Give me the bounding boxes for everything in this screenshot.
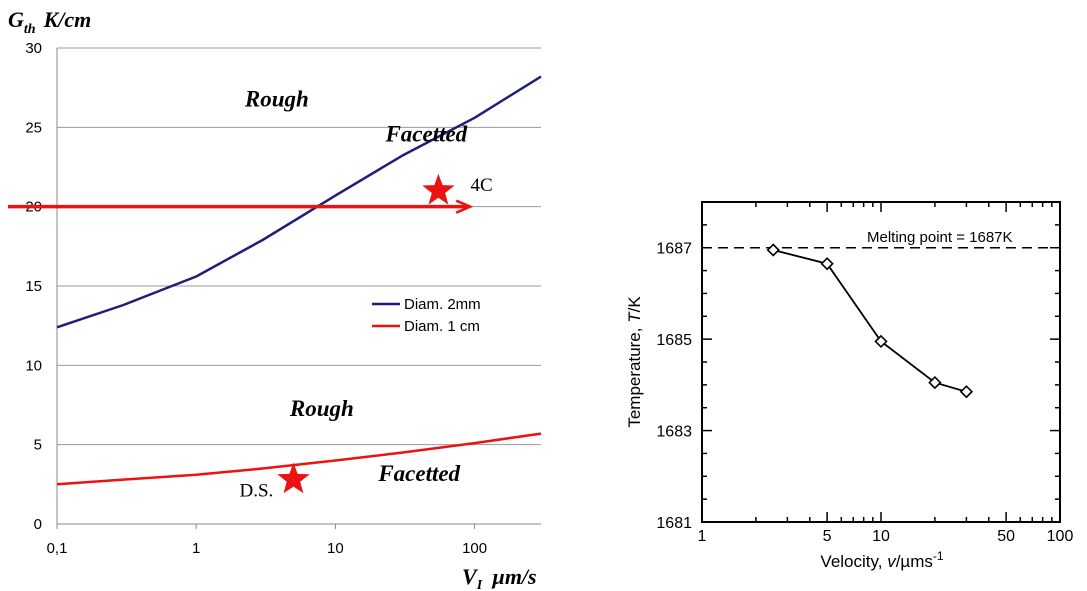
x-tick-label: 50 bbox=[997, 528, 1015, 545]
star-markers: 4C D.S. bbox=[239, 173, 493, 502]
legend-label-series-1: Diam. 1 cm bbox=[404, 318, 480, 335]
reference-line-label: Melting point = 1687K bbox=[867, 229, 1013, 246]
legend: Diam. 2mm Diam. 1 cm bbox=[372, 296, 481, 335]
x-tick-label: 100 bbox=[462, 540, 487, 557]
x-tick-label: 1 bbox=[698, 528, 707, 545]
x-axis-label: Velocity, v/µms-1 bbox=[820, 549, 943, 571]
y-tick-label: 5 bbox=[34, 437, 42, 454]
y-tick-label: 1685 bbox=[656, 332, 692, 349]
x-tick-label: 1 bbox=[192, 540, 200, 557]
y-tick-label: 0 bbox=[34, 516, 42, 533]
region-annotations: Rough Facetted Rough Facetted bbox=[244, 87, 468, 486]
annotation-rough: Rough bbox=[244, 87, 309, 112]
plot-frame bbox=[701, 201, 1061, 523]
series-lines bbox=[56, 75, 542, 486]
y-tick-label: 1681 bbox=[656, 515, 692, 532]
axis-ticks bbox=[701, 201, 1061, 523]
x-tick-label: 10 bbox=[872, 528, 890, 545]
y-tick-labels: 051015202530 bbox=[25, 40, 42, 533]
y-axis-label: Gth K/cm bbox=[8, 7, 91, 37]
diamond-marker bbox=[820, 257, 834, 271]
x-tick-label: 10 bbox=[327, 540, 344, 557]
y-tick-labels: 1681 1683 1685 1687 bbox=[656, 241, 692, 532]
y-tick-label: 1687 bbox=[656, 241, 692, 258]
diamond-marker bbox=[959, 385, 974, 399]
series-line-0 bbox=[56, 75, 542, 329]
annotation-facetted: Facetted bbox=[377, 461, 460, 486]
temperature-line bbox=[772, 249, 967, 393]
y-tick-label: 30 bbox=[25, 40, 42, 57]
x-tick-label: 5 bbox=[823, 528, 832, 545]
star-marker-0 bbox=[422, 173, 455, 205]
series-line-1 bbox=[56, 432, 542, 486]
series-line bbox=[766, 243, 974, 399]
marker-label-0: 4C bbox=[470, 175, 492, 196]
y-tick-label: 25 bbox=[25, 119, 42, 136]
horizontal-arrow bbox=[8, 199, 474, 214]
diamond-marker bbox=[928, 375, 942, 390]
y-tick-label: 15 bbox=[25, 278, 42, 295]
diamond-marker bbox=[874, 334, 888, 349]
x-tick-labels: 0,1 1 10 100 bbox=[47, 524, 487, 557]
y-axis-label: Temperature, T/K bbox=[625, 296, 644, 428]
diamond-marker bbox=[766, 243, 780, 257]
x-tick-label: 100 bbox=[1047, 528, 1074, 545]
marker-label-1: D.S. bbox=[239, 481, 273, 502]
x-tick-labels: 1 5 10 50 100 bbox=[698, 528, 1074, 545]
y-tick-label: 10 bbox=[25, 357, 42, 374]
annotation-facetted: Facetted bbox=[384, 122, 467, 147]
star-marker-1 bbox=[277, 462, 310, 494]
x-axis-label: VI µm/s bbox=[462, 564, 537, 591]
arrow-head bbox=[455, 199, 474, 214]
x-tick-label: 0,1 bbox=[47, 540, 68, 557]
annotation-rough: Rough bbox=[289, 396, 354, 421]
legend-label-series-0: Diam. 2mm bbox=[404, 296, 481, 313]
y-tick-label: 1683 bbox=[656, 424, 692, 441]
